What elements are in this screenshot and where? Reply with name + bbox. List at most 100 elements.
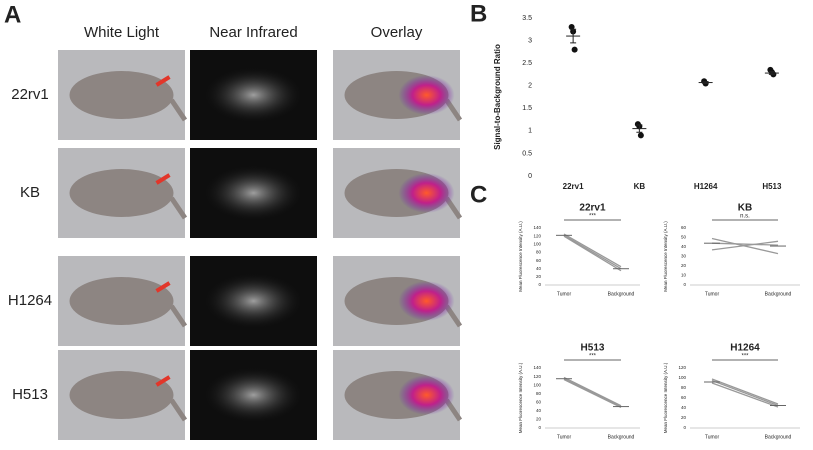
mouse-image: [333, 350, 463, 440]
mouse-tail: [169, 98, 188, 122]
data-point: [568, 24, 575, 31]
arrow: [155, 173, 171, 185]
error-bar: [702, 81, 709, 84]
mouse-image: [58, 256, 188, 346]
y-tick-label: 40: [681, 244, 687, 249]
y-tick-label: 3: [528, 37, 532, 44]
overlay-signal: [398, 375, 455, 415]
mouse-image: [58, 350, 188, 440]
subject-line: [563, 234, 622, 270]
subject-line: [711, 240, 779, 251]
column-header: Overlay: [371, 24, 423, 41]
x-tick-label: 22rv1: [563, 182, 584, 191]
subject-line: [563, 233, 622, 268]
subject-line: [711, 382, 779, 408]
mouse-image: [58, 50, 188, 140]
charts: B Signal-to-Background Ratio 0 0.5 1 1.5 2 2.5 3…: [470, 0, 800, 440]
y-axis-label: Mean Fluorescence Intensity (A.U.): [518, 221, 523, 292]
y-tick-label: 2: [528, 83, 532, 90]
fluorescence: [203, 165, 304, 221]
mouse-body: [69, 169, 174, 217]
y-tick-label: 60: [681, 225, 687, 230]
y-tick-label: 40: [536, 266, 542, 271]
y-tick-label: 140: [533, 365, 541, 370]
x-tick-label: Tumor: [705, 291, 720, 297]
y-tick-label: 50: [681, 235, 687, 240]
x-tick-label: KB: [634, 182, 646, 191]
y-tick-label: 20: [681, 263, 687, 268]
y-tick-label: 0: [683, 282, 686, 287]
error-bar: [636, 124, 643, 133]
chart-title: KB: [738, 203, 752, 214]
mouse-image: [333, 50, 463, 140]
mouse-body: [69, 277, 174, 325]
x-tick-label: Background: [608, 291, 635, 297]
subject-line: [563, 378, 622, 409]
y-tick-label: 20: [681, 415, 687, 420]
mouse-body: [69, 371, 174, 419]
mouse-image: [333, 256, 463, 346]
y-axis-label: Mean Fluorescence Intensity (A.U.): [518, 362, 523, 433]
y-tick-label: 120: [678, 365, 686, 370]
x-tick-label: Tumor: [557, 434, 572, 440]
y-tick-label: 100: [533, 241, 541, 246]
y-tick-label: 1: [528, 128, 532, 135]
panel-label: C: [470, 181, 487, 208]
x-tick-label: Background: [608, 434, 635, 440]
x-tick-label: H513: [762, 182, 782, 191]
panel-a: A White Light Near Infrared Overlay 22rv1 KB H…: [4, 1, 463, 440]
y-tick-label: 60: [536, 258, 542, 263]
x-tick-label: Tumor: [557, 291, 572, 297]
y-tick-label: 140: [533, 225, 541, 230]
x-tick-label: Background: [765, 434, 792, 440]
y-tick-label: 120: [533, 374, 541, 379]
row-label: 22rv1: [11, 86, 49, 103]
subject-line: [563, 376, 622, 407]
data-point: [637, 132, 644, 139]
y-tick-label: 0: [538, 425, 541, 430]
significance: ***: [741, 354, 749, 360]
y-axis-label: Mean Fluorescence Intensity (A.U.): [663, 362, 668, 433]
overlay-signal: [398, 173, 455, 213]
subject-line: [711, 379, 779, 407]
y-tick-label: 100: [533, 382, 541, 387]
fluorescence: [203, 273, 304, 329]
column-header: Near Infrared: [209, 24, 297, 41]
arrow: [155, 375, 171, 387]
mouse-image: [333, 148, 463, 238]
mouse-image: [190, 256, 317, 346]
y-tick-label: 60: [681, 395, 687, 400]
data-point: [571, 46, 578, 53]
error-bar: [768, 71, 775, 75]
column-header: White Light: [84, 24, 160, 41]
mouse-image: [190, 148, 317, 238]
y-tick-label: 30: [681, 254, 687, 259]
chart-title: H513: [581, 343, 605, 354]
mouse-tail: [169, 196, 188, 220]
y-tick-label: 10: [681, 273, 687, 278]
chart-title: H1264: [730, 343, 760, 354]
y-tick-label: 1.5: [522, 105, 532, 112]
significance: ***: [589, 354, 597, 360]
y-tick-label: 20: [536, 417, 542, 422]
mouse-image: [190, 50, 317, 140]
mouse-image: [190, 350, 317, 440]
x-tick-label: Background: [765, 291, 792, 297]
overlay-signal: [398, 281, 455, 321]
subject-line: [563, 235, 622, 272]
y-tick-label: 60: [536, 399, 542, 404]
y-tick-label: 120: [533, 233, 541, 238]
y-axis-label: Signal-to-Background Ratio: [493, 44, 502, 150]
x-tick-label: Tumor: [705, 434, 720, 440]
y-tick-label: 0: [683, 425, 686, 430]
y-tick-label: 3.5: [522, 15, 532, 22]
significance: n.s.: [740, 214, 750, 220]
mouse-tail: [169, 304, 188, 328]
mouse-image: [58, 148, 188, 238]
y-tick-label: 100: [678, 375, 686, 380]
row-label: KB: [20, 184, 40, 201]
subject-line: [711, 378, 779, 405]
fluorescence: [203, 367, 304, 423]
